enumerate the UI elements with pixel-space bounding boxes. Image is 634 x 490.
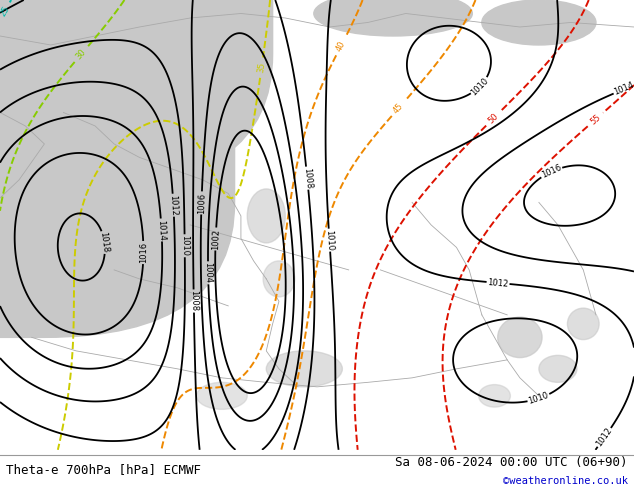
Ellipse shape [314,0,472,36]
Text: 50: 50 [486,112,500,125]
Ellipse shape [266,351,342,387]
Text: 1012: 1012 [595,426,614,448]
Text: 30: 30 [74,47,88,61]
Ellipse shape [247,189,285,243]
FancyBboxPatch shape [0,0,273,189]
Text: 1014: 1014 [157,219,167,241]
Text: 1010: 1010 [527,391,550,406]
Text: 35: 35 [256,62,267,74]
Ellipse shape [127,135,165,153]
Ellipse shape [105,160,149,182]
Text: 25: 25 [0,4,11,18]
Text: 1018: 1018 [98,231,110,253]
Text: 1008: 1008 [302,167,313,189]
Ellipse shape [16,76,73,103]
Ellipse shape [539,355,577,382]
Text: 1016: 1016 [139,242,148,263]
Text: 1004: 1004 [204,262,213,283]
Text: 1008: 1008 [189,291,198,312]
Text: ©weatheronline.co.uk: ©weatheronline.co.uk [503,476,628,486]
Text: 1012: 1012 [487,277,509,289]
Text: 1010: 1010 [324,229,335,251]
Ellipse shape [567,308,599,340]
Text: 1016: 1016 [540,163,563,180]
Text: 55: 55 [588,113,602,126]
Text: 40: 40 [335,40,347,53]
Text: 1010: 1010 [180,235,190,256]
FancyBboxPatch shape [0,0,235,337]
Text: 1002: 1002 [210,228,221,250]
Ellipse shape [479,385,510,407]
Text: Theta-e 700hPa [hPa] ECMWF: Theta-e 700hPa [hPa] ECMWF [6,464,202,476]
Text: 1014: 1014 [613,81,634,98]
Ellipse shape [197,382,247,409]
Text: 1006: 1006 [197,192,206,214]
Ellipse shape [482,0,596,45]
Text: 45: 45 [392,101,405,115]
Ellipse shape [162,181,193,197]
Ellipse shape [263,261,295,297]
Text: Sa 08-06-2024 00:00 UTC (06+90): Sa 08-06-2024 00:00 UTC (06+90) [395,456,628,469]
Text: 1012: 1012 [168,195,178,216]
Text: 1010: 1010 [469,75,491,97]
Ellipse shape [498,317,542,358]
